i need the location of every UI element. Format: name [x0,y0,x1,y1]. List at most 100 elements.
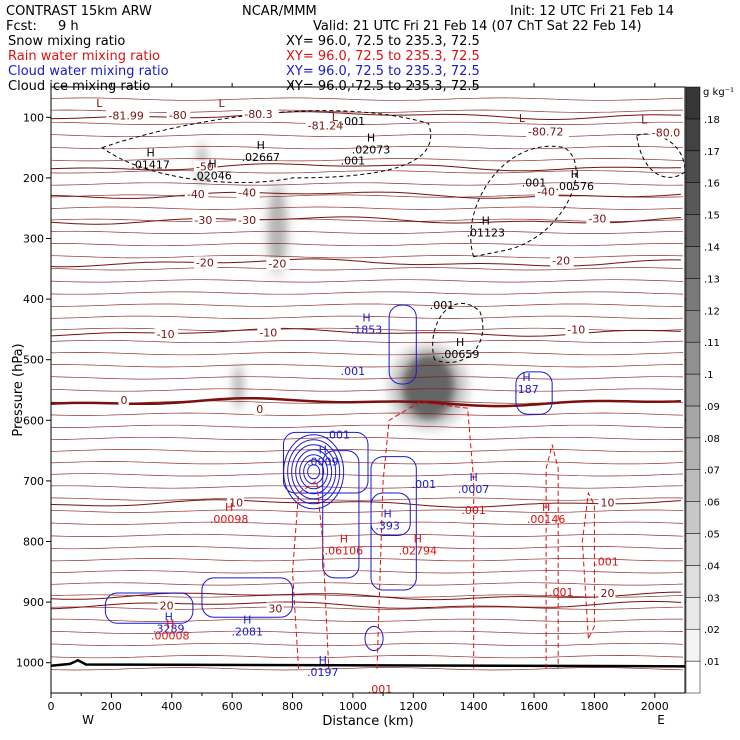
colorbar: .01 .02 .03 .04 .05 .06 .07 .08 .09 .1 .11 .12 .13 .1… [685,86,734,694]
x-tick-label: 2000 [641,700,669,713]
isotherm-minor [51,206,684,210]
high-marker: H [542,501,550,514]
label-bg [565,323,589,336]
colorbar-swatch [685,597,701,630]
isotherm-minor [51,436,684,441]
extremum-value: .00576 [556,180,595,193]
isotherm-minor [51,291,684,295]
high-marker: H [482,215,490,228]
y-tick-label: 600 [23,414,44,427]
cloud-ice-contour [101,110,432,184]
isotherm-minor [51,303,684,307]
x-tick-label: 1600 [520,700,548,713]
high-marker: H [383,507,391,520]
isotherm-minor [51,182,684,186]
field-label-rain: Rain water mixing ratio [8,49,160,64]
high-marker: H [362,312,370,325]
isotherm-10 [51,499,682,508]
isotherm-minor [51,461,684,465]
rain-contour [581,491,595,639]
contour-value-label: .001 [368,683,393,696]
label-bg [193,256,218,269]
colorbar-swatch [685,150,701,183]
isotherm-minor [51,618,683,622]
mixing-ratio-contours [101,110,685,669]
extremum-value: .02073 [352,144,391,157]
colorbar-level: .02 [704,625,720,636]
forecast-hour: 9 h [58,19,79,34]
snow-cell [263,177,291,282]
cloud-water-contour [299,454,329,490]
label-bg [550,254,574,267]
label-bg [649,126,687,139]
colorbar-swatch [685,405,701,439]
colorbar-level: .13 [704,274,720,285]
isotherm-label: -30 [238,214,256,227]
isotherm-label: -40 [187,188,205,201]
isotherm-minor [51,352,684,356]
colorbar-swatch [685,86,701,120]
x-tick-label: 200 [101,700,122,713]
snow-cell [230,360,246,413]
ground-line [51,658,685,668]
extremum-value: .1853 [351,324,383,337]
cloud-water-contour [370,456,417,591]
isotherm-minor [51,279,684,283]
field-xy-rain: XY= 96.0, 72.5 to 235.3, 72.5 [286,49,480,64]
snow-core [268,189,287,270]
isotherm-label: -80 [169,109,187,122]
west-label: W [82,713,94,727]
init-time: Init: 12 UTC Fri 21 Feb 14 [510,4,674,19]
extremum-value: .00098 [210,513,249,526]
colorbar-level: .06 [704,498,720,509]
valid-time: Valid: 21 UTC Fri 21 Feb 14 (07 ChT Sat … [313,19,642,34]
cloud-ice-contour [432,303,484,363]
colorbar-level: .01 [704,657,720,668]
isotherm-label: -80.0 [652,127,680,140]
isotherm-minor [51,339,684,344]
isotherm--20 [51,258,682,268]
x-tick-label: 1200 [399,700,427,713]
isotherm-label: 0 [120,394,127,407]
isotherm-label: -30 [194,214,212,227]
isotherm-minor [51,364,683,368]
colorbar-level: .17 [704,147,720,158]
low-marker: L [519,112,526,125]
cloud-ice-contour [636,133,685,178]
model-title: CONTRAST 15km ARW [6,4,152,19]
extremum-value: .0009 [307,456,339,469]
isotherm-minor [51,521,684,525]
extremum-value: .06106 [325,545,364,558]
isotherm-minor [51,473,684,477]
colorbar-unit: g kg⁻¹ [703,87,734,98]
isotherm-minor [51,267,684,271]
high-marker: H [340,533,348,546]
y-tick-label: 1000 [16,657,44,670]
label-bg [266,257,290,270]
isotherm-minor [51,667,684,671]
field-label-snow: Snow mixing ratio [8,34,125,49]
isotherm-minor [51,546,684,550]
cloud-water-contour [388,304,417,385]
label-bg [236,186,260,199]
x-axis-label: Distance (km) [322,714,413,729]
colorbar-swatch [685,565,701,598]
extremum-value: .393 [375,519,400,532]
isotherm-minor [51,388,684,392]
y-axis-label: Pressure (hPa) [11,343,26,436]
extremum-value: .187 [514,383,539,396]
cloud-water-contour [283,434,345,510]
label-bg [305,119,349,132]
label-bg [598,587,616,600]
contour-value-label: .001 [461,504,486,517]
isotherm-label: -30 [588,213,606,226]
isotherm-minor [51,570,684,574]
colorbar-swatch [685,182,701,215]
isotherm-minor [51,146,684,150]
extremum-value: .3289 [153,622,185,635]
isotherm-minor [51,558,684,562]
isotherm-minor [51,194,684,198]
isotherm-label: 20 [160,599,174,612]
isotherm-minor [51,255,684,259]
header: CONTRAST 15km ARW NCAR/MMM Init: 12 UTC … [6,4,674,94]
